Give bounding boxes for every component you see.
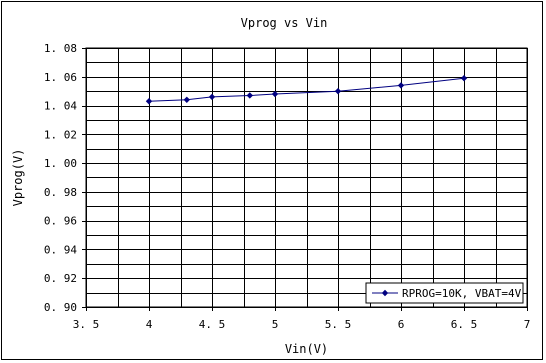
y-tick-label: 0. 92 [44, 272, 77, 285]
x-tick-label: 6 [398, 318, 405, 331]
x-axis-label: Vin(V) [285, 342, 328, 356]
data-point-marker [184, 97, 190, 103]
data-point-marker [335, 88, 341, 94]
x-tick-label: 7 [524, 318, 531, 331]
data-point-marker [146, 98, 152, 104]
data-point-marker [209, 94, 215, 100]
y-axis-label: Vprog(V) [11, 149, 25, 207]
x-tick-label: 6. 5 [451, 318, 478, 331]
series-layer [146, 75, 467, 104]
legend: RPROG=10K, VBAT=4V [366, 283, 523, 303]
x-tick-label: 4. 5 [199, 318, 226, 331]
y-tick-label: 1. 02 [44, 128, 77, 141]
data-point-marker [398, 82, 404, 88]
y-tick-label: 1. 06 [44, 71, 77, 84]
data-point-marker [247, 92, 253, 98]
x-tick-label: 5 [272, 318, 279, 331]
x-tick-label: 3. 5 [73, 318, 100, 331]
y-tick-label: 0. 96 [44, 215, 77, 228]
y-axis-ticks: 0. 90 0. 92 0. 94 0. 96 0. 98 1. 00 1. 02 1. 04… [44, 42, 86, 314]
grid-lines [86, 48, 528, 308]
y-tick-label: 1. 08 [44, 42, 77, 55]
data-point-marker [461, 75, 467, 81]
x-tick-label: 5. 5 [325, 318, 352, 331]
y-tick-label: 0. 94 [44, 243, 77, 256]
x-tick-label: 4 [146, 318, 153, 331]
y-tick-label: 0. 98 [44, 186, 77, 199]
chart-title: Vprog vs Vin [241, 16, 328, 30]
legend-label: RPROG=10K, VBAT=4V [402, 287, 522, 300]
y-tick-label: 1. 00 [44, 157, 77, 170]
x-axis-ticks: 3. 5 4 4. 5 5 5. 5 6 6. 5 7 [73, 307, 531, 331]
y-tick-label: 0. 90 [44, 301, 77, 314]
y-tick-label: 1. 04 [44, 100, 77, 113]
series-line [149, 78, 464, 101]
